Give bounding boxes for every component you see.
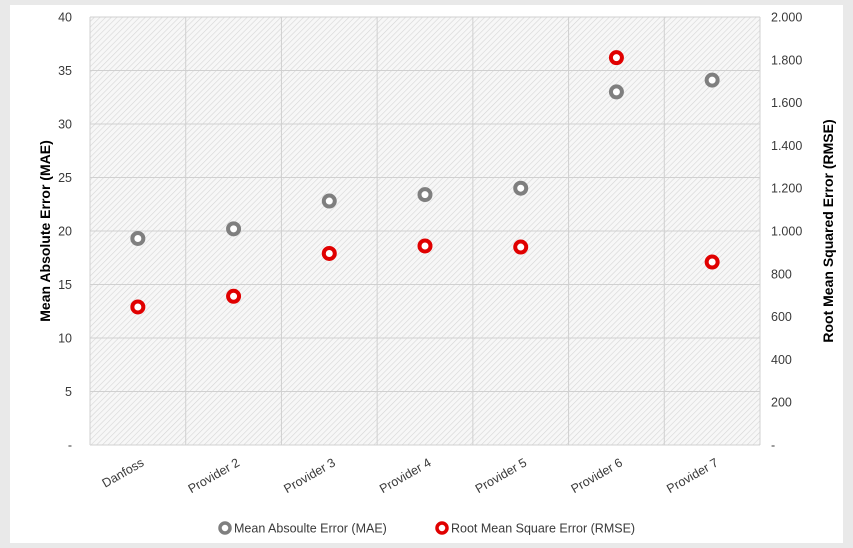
mae-point [608,84,624,100]
y2-tick-label: 2.000 [771,11,802,25]
x-tick-label: Provider 5 [473,455,529,496]
y-tick-label: 40 [58,11,72,25]
x-tick-label: Provider 4 [377,455,433,496]
y-tick-label: 30 [58,118,72,132]
x-tick-label: Provider 7 [664,455,720,496]
mae-point [226,221,242,237]
legend: Mean Absoulte Error (MAE) Root Mean Squa… [218,521,635,536]
y-tick-label: 20 [58,225,72,239]
legend-label-mae: Mean Absoulte Error (MAE) [234,522,387,536]
rmse-point [321,245,337,261]
y2-tick-label: 400 [771,353,792,367]
y2-tick-label: 1.000 [771,225,802,239]
x-tick-label: Danfoss [100,455,147,490]
legend-label-rmse: Root Mean Square Error (RMSE) [451,522,635,536]
scatter-chart: - 5 10 15 20 25 30 35 40 - 200 400 600 800 1.000 1.200… [37,11,836,536]
x-tick-label: Provider 2 [186,455,242,496]
y2-tick-label: 600 [771,310,792,324]
rmse-point [608,50,624,66]
y-axis-title: Mean Absolute Error (MAE) [37,140,53,322]
y2-tick-label: 1.400 [771,139,802,153]
mae-point [321,193,337,209]
data-points [130,50,720,315]
gridlines [89,16,761,446]
right-axis-ticks: - 200 400 600 800 1.000 1.200 1.400 1.600 1.800 2.… [771,11,802,453]
y2-axis-title: Root Mean Squared Error (RMSE) [820,119,836,342]
chart-frame: - 5 10 15 20 25 30 35 40 - 200 400 600 800 1.000 1.200… [10,5,843,543]
y-tick-label: 15 [58,278,72,292]
rmse-point [513,239,529,255]
mae-point [704,72,720,88]
mae-point [130,230,146,246]
legend-marker-rmse [435,521,449,535]
y-tick-label: 10 [58,332,72,346]
rmse-point [226,288,242,304]
left-axis-ticks: - 5 10 15 20 25 30 35 40 [58,11,72,453]
legend-marker-mae [218,521,232,535]
mae-point [513,180,529,196]
x-tick-label: Provider 6 [569,455,625,496]
y-tick-label: - [68,439,72,453]
rmse-point [704,254,720,270]
x-axis-ticks: Danfoss Provider 2 Provider 3 Provider 4 Pro… [100,455,721,496]
y2-tick-label: 1.200 [771,182,802,196]
x-tick-label: Provider 3 [281,455,337,496]
rmse-point [417,238,433,254]
y2-tick-label: 1.800 [771,53,802,67]
y-tick-label: 35 [58,64,72,78]
y2-tick-label: - [771,439,775,453]
y2-tick-label: 800 [771,267,792,281]
y2-tick-label: 200 [771,396,792,410]
rmse-point [130,299,146,315]
y-tick-label: 25 [58,171,72,185]
y2-tick-label: 1.600 [771,96,802,110]
mae-point [417,187,433,203]
y-tick-label: 5 [65,385,72,399]
